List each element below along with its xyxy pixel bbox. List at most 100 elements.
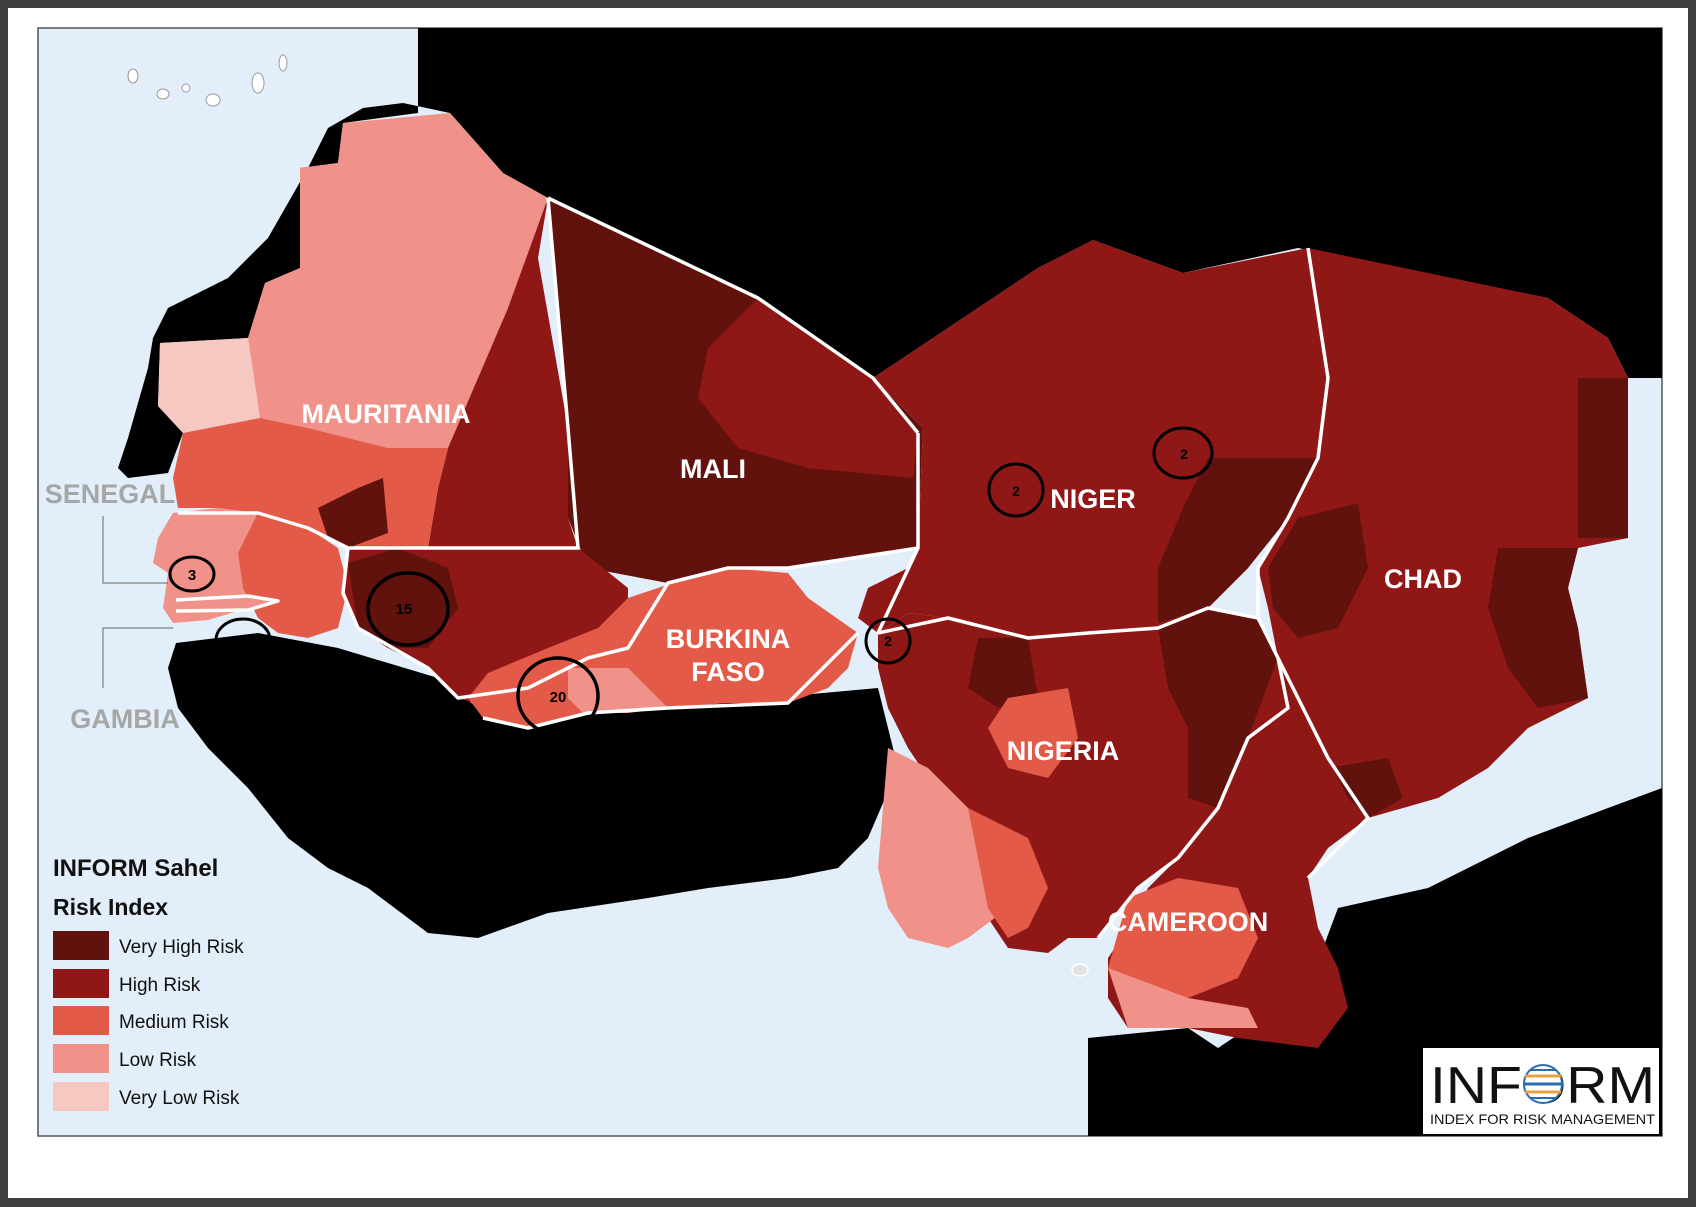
marker-senegal: 3 — [168, 555, 216, 593]
gambia-callout — [102, 627, 173, 688]
label-chad: CHAD — [1384, 564, 1462, 594]
marker-ring — [366, 571, 450, 647]
inform-logo: INFORM INDEX FOR RISK MANAGEMENT — [1423, 1048, 1659, 1134]
region-cameroon — [1108, 658, 1368, 1048]
map-content — [118, 28, 1662, 1136]
nigeria-very-high-west-zone — [968, 638, 1038, 708]
mauritania-high-zone — [428, 198, 578, 548]
globe-icon — [1523, 1064, 1563, 1104]
marker-value: 15 — [396, 601, 413, 618]
border-chad-cameroon — [1276, 657, 1370, 880]
canary-islands — [127, 54, 288, 107]
label-cameroon: CAMEROON — [1108, 907, 1269, 937]
marker-niger-east: 2 — [1152, 426, 1214, 480]
label-senegal: SENEGAL — [45, 479, 176, 509]
country-labels: MAURITANIA SENEGAL GAMBIA MALI BURKINA F… — [45, 399, 1462, 937]
label-gambia: GAMBIA — [70, 704, 180, 734]
legend-subtitle: Risk Index — [53, 894, 168, 920]
legend-swatch-medium — [53, 1006, 109, 1035]
circle-markers: 3 50 15 20 2 2 2 — [168, 426, 1214, 736]
marker-value: 2 — [1012, 483, 1020, 499]
border-niger-chad — [1256, 247, 1330, 618]
marker-mali-south: 20 — [516, 656, 600, 736]
border-mali-niger — [876, 433, 920, 634]
marker-burkina-niger: 2 — [864, 617, 912, 665]
border-burkina-south — [482, 631, 860, 730]
border-mali-south — [341, 546, 919, 700]
region-senegal-gambia — [153, 508, 348, 638]
senegal-medium-zone — [238, 513, 348, 638]
label-nigeria: NIGERIA — [1007, 736, 1120, 766]
label-burkina: BURKINA — [666, 624, 791, 654]
island-5 — [251, 72, 265, 94]
mali-high-east-zone — [698, 298, 918, 478]
marker-ring — [1152, 426, 1214, 480]
legend: INFORM Sahel Risk Index Very High Risk H… — [53, 855, 244, 1111]
label-mali: MALI — [680, 454, 746, 484]
border-niger-nigeria — [877, 606, 1259, 640]
island-6 — [278, 54, 288, 72]
marker-value: 2 — [884, 633, 892, 649]
surrounding-countries — [118, 28, 1662, 1136]
legend-swatch-very-high — [53, 931, 109, 960]
legend-swatch-very-low — [53, 1082, 109, 1111]
logo-tagline: INDEX FOR RISK MANAGEMENT — [1430, 1111, 1655, 1127]
region-nigeria — [878, 608, 1288, 953]
chad-very-high-east-zone — [1488, 548, 1588, 708]
legend-title: INFORM Sahel — [53, 855, 218, 882]
risk-map: MAURITANIA SENEGAL GAMBIA MALI BURKINA F… — [37, 27, 1663, 1137]
marker-value: 2 — [1180, 446, 1188, 462]
legend-label-high: High Risk — [119, 975, 201, 996]
mauritania-low-zone — [248, 113, 548, 448]
guinea-coast-land — [168, 633, 898, 938]
marker-niger-west: 2 — [987, 462, 1045, 518]
central-africa-land — [1088, 1028, 1218, 1136]
label-mauritania: MAURITANIA — [302, 399, 471, 429]
border-mali-north — [547, 196, 920, 435]
border-gambia — [175, 594, 280, 613]
region-mauritania — [158, 113, 578, 548]
bioko-island — [1071, 963, 1089, 977]
mauritania-very-high-zone — [318, 478, 388, 548]
legend-swatch-high — [53, 969, 109, 998]
label-faso: FASO — [691, 657, 765, 687]
cameroon-low-zone — [1108, 968, 1258, 1028]
marker-ring — [516, 656, 600, 736]
label-callouts — [102, 516, 173, 688]
nigeria-low-southwest-zone — [878, 748, 1008, 948]
national-borders — [175, 196, 1370, 940]
legend-label-low: Low Risk — [119, 1050, 197, 1071]
legend-label-very-high: Very High Risk — [119, 937, 244, 958]
nigeria-medium-zone — [988, 688, 1078, 778]
legend-swatch-low — [53, 1044, 109, 1073]
island-4 — [205, 93, 221, 107]
map-sheet: MAURITANIA SENEGAL GAMBIA MALI BURKINA F… — [8, 8, 1688, 1198]
border-mauritania-mali — [428, 197, 580, 550]
marker-gambia: 50 — [214, 617, 272, 663]
marker-mali-west: 15 — [366, 571, 450, 647]
region-niger — [858, 240, 1328, 638]
island-3 — [181, 83, 191, 93]
marker-value: 3 — [188, 567, 196, 584]
legend-label-very-low: Very Low Risk — [119, 1088, 240, 1109]
label-niger: NIGER — [1050, 484, 1136, 514]
island-2 — [156, 88, 170, 100]
cameroon-medium-zone — [1108, 878, 1258, 998]
north-africa-land — [118, 28, 1662, 1136]
nigeria-very-high-east-zone — [1158, 608, 1288, 808]
border-senegal-mali — [178, 511, 428, 550]
marker-value: 20 — [550, 689, 567, 706]
chad-very-high-north-zone — [1578, 378, 1628, 538]
island-1 — [127, 68, 139, 84]
marker-ring — [864, 617, 912, 665]
marker-ring — [168, 555, 216, 593]
nigeria-medium-south-zone — [968, 808, 1048, 938]
mauritania-very-low-zone — [158, 338, 260, 433]
burkina-medium-zone — [468, 568, 858, 728]
mali-very-high-south-zone — [348, 548, 458, 648]
senegal-callout — [102, 516, 168, 584]
marker-ring — [987, 462, 1045, 518]
marker-ring — [214, 617, 272, 663]
legend-label-medium: Medium Risk — [119, 1012, 229, 1033]
marker-value: 50 — [240, 643, 252, 655]
